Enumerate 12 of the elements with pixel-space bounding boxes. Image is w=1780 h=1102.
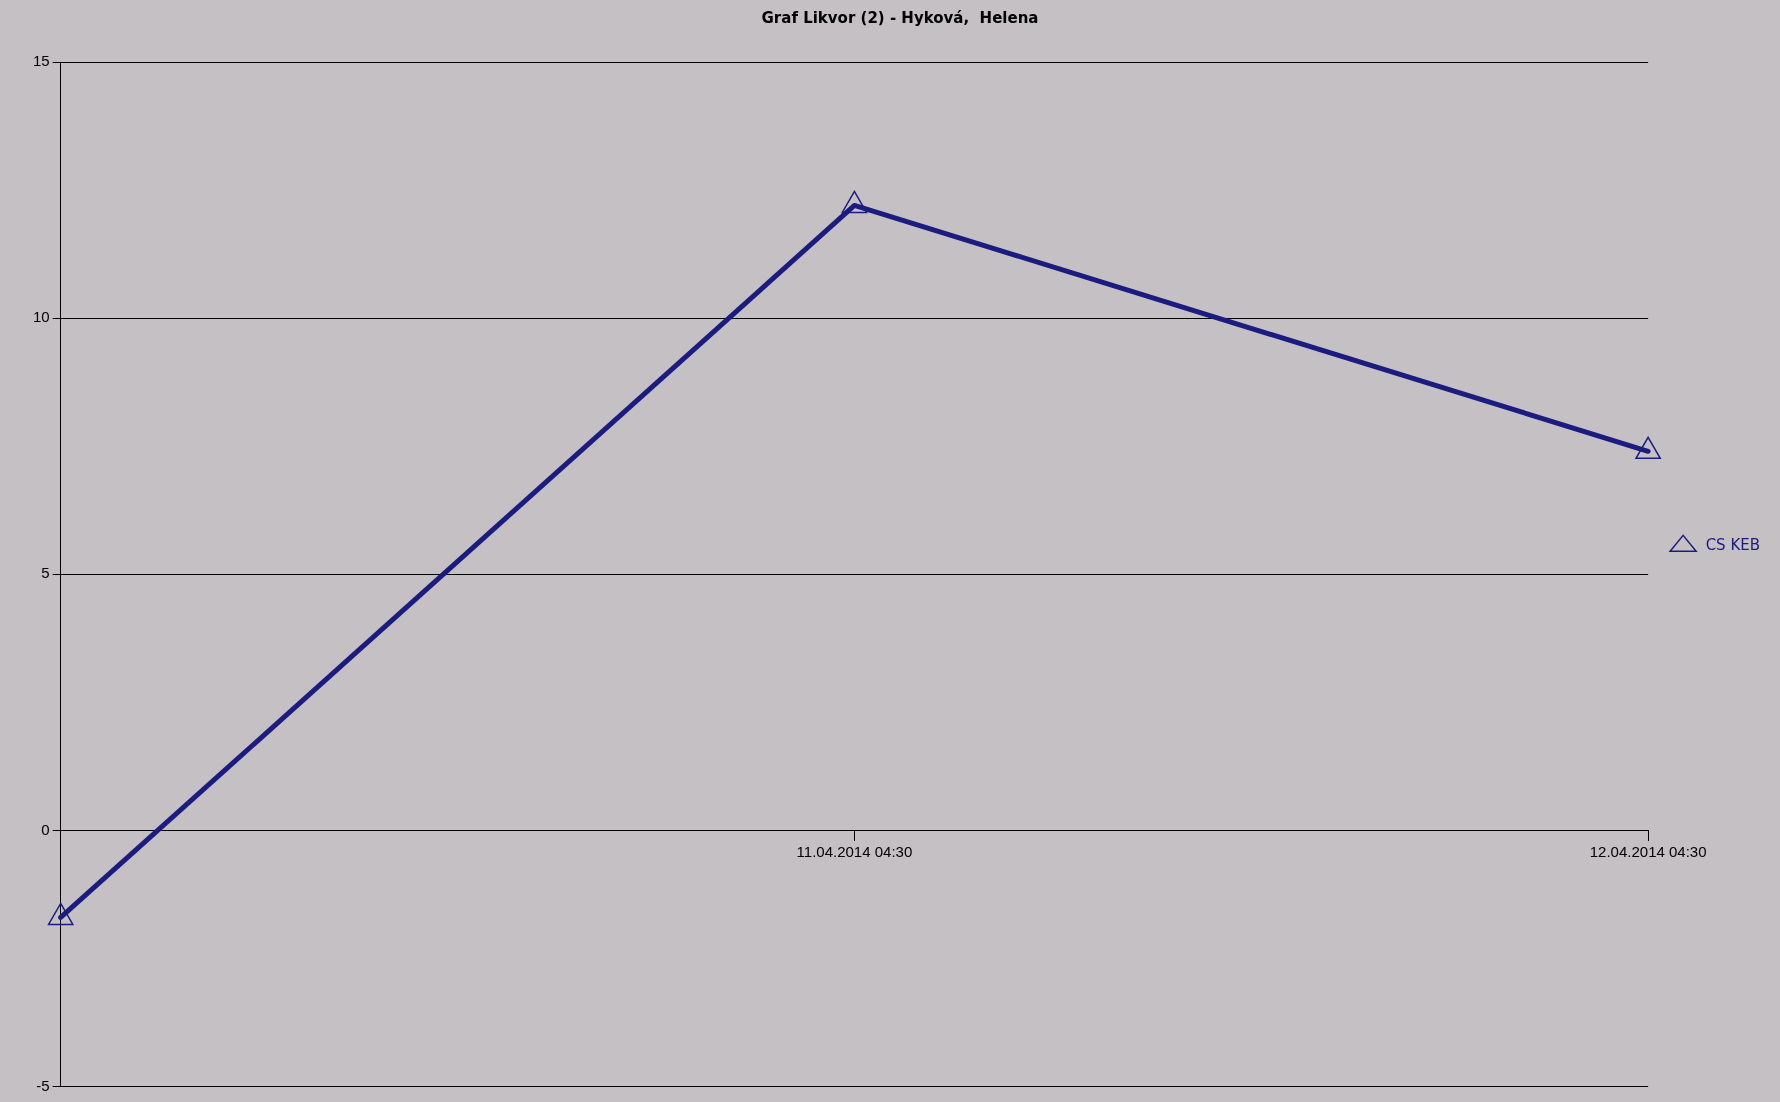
x-tick-label: 12.04.2014 04:30 (1589, 842, 1707, 860)
y-tick-label: 15 (33, 52, 50, 70)
chart-title: Graf Likvor (2) - Hyková, Helena (761, 8, 1039, 27)
y-tick-label: 0 (41, 820, 50, 838)
y-tick-label: -5 (36, 1076, 50, 1094)
y-tick-label: 10 (33, 308, 50, 326)
point (47, 902, 74, 926)
point (841, 190, 868, 214)
point (1635, 436, 1662, 460)
legend-label: CS KEB (1705, 535, 1761, 554)
y-tick-label: 5 (41, 564, 50, 582)
x-tick-label: 11.04.2014 04:30 (796, 842, 913, 860)
